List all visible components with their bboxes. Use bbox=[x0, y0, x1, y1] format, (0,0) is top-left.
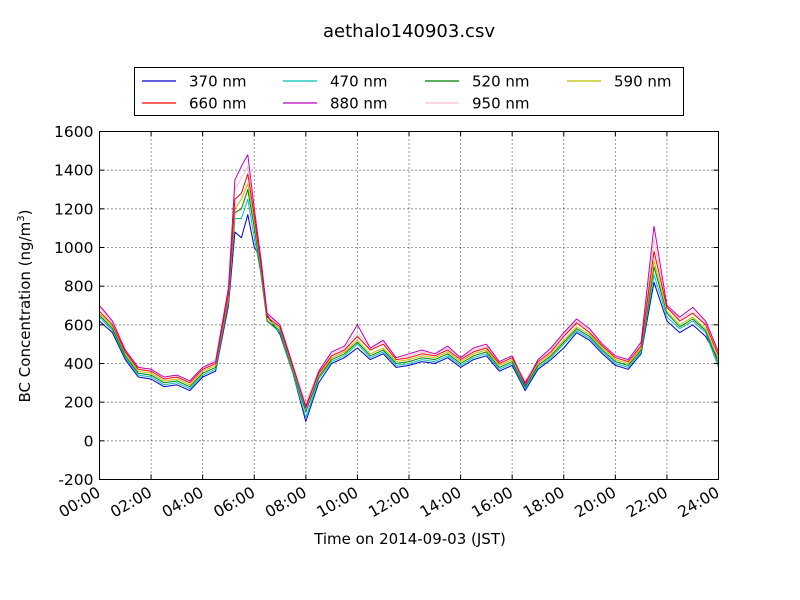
x-tick-label: 06:00 bbox=[211, 483, 259, 521]
chart-title: aethalo140903.csv bbox=[323, 21, 495, 42]
legend-label: 880 nm bbox=[330, 95, 388, 113]
x-tick-label: 14:00 bbox=[417, 483, 465, 521]
y-tick-label: 1600 bbox=[54, 123, 93, 141]
y-axis-label: BC Concentration (ng/m3) bbox=[16, 210, 34, 403]
x-axis-label: Time on 2014-09-03 (JST) bbox=[313, 530, 506, 548]
x-tick-label: 02:00 bbox=[107, 483, 155, 521]
axis-ticks bbox=[99, 131, 719, 480]
y-axis-label-end: ) bbox=[16, 210, 34, 216]
x-tick-label: 24:00 bbox=[675, 483, 723, 521]
series-line-470-nm bbox=[99, 198, 719, 419]
series-line-660-nm bbox=[99, 173, 719, 407]
y-tick-label: 400 bbox=[64, 355, 94, 373]
x-tick-labels: 00:00 02:00 04:00 06:00 08:00 10:00 12:00 14:00… bbox=[56, 483, 723, 521]
y-tick-label: 0 bbox=[84, 432, 94, 450]
x-tick-label: 00:00 bbox=[56, 483, 104, 521]
y-tick-label: 1000 bbox=[54, 239, 93, 257]
y-tick-label: 800 bbox=[64, 278, 94, 296]
legend-frame bbox=[134, 67, 684, 116]
y-axis-label-main: BC Concentration (ng/m bbox=[16, 222, 34, 403]
grid-lines bbox=[99, 131, 719, 480]
x-tick-label: 22:00 bbox=[623, 483, 671, 521]
x-tick-label: 18:00 bbox=[520, 483, 568, 521]
legend: 370 nm 470 nm 520 nm 590 nm 660 nm 880 nm 950 … bbox=[134, 67, 684, 116]
plot-area bbox=[99, 154, 719, 422]
legend-label: 950 nm bbox=[472, 95, 530, 113]
legend-label: 470 nm bbox=[330, 73, 388, 91]
x-tick-label: 16:00 bbox=[468, 483, 516, 521]
x-tick-label: 10:00 bbox=[314, 483, 362, 521]
series-line-590-nm bbox=[99, 183, 719, 409]
y-tick-label: 1400 bbox=[54, 162, 93, 180]
series-line-520-nm bbox=[99, 189, 719, 413]
legend-label: 660 nm bbox=[189, 95, 247, 113]
y-tick-label: 200 bbox=[64, 394, 94, 412]
series-line-880-nm bbox=[99, 154, 719, 409]
x-tick-label: 04:00 bbox=[159, 483, 207, 521]
y-tick-labels: -200 0 200 400 600 800 1000 1200 1400 1600 bbox=[54, 123, 93, 489]
y-tick-label: -200 bbox=[58, 471, 93, 489]
legend-label: 590 nm bbox=[614, 73, 672, 91]
series-line-370-nm bbox=[99, 214, 719, 422]
x-tick-label: 20:00 bbox=[572, 483, 620, 521]
x-tick-label: 12:00 bbox=[365, 483, 413, 521]
y-axis-label-superscript: 3 bbox=[16, 215, 27, 221]
legend-label: 520 nm bbox=[472, 73, 530, 91]
legend-items: 370 nm 470 nm 520 nm 590 nm 660 nm 880 nm 950 … bbox=[142, 73, 672, 113]
y-tick-label: 600 bbox=[64, 316, 94, 334]
legend-label: 370 nm bbox=[189, 73, 247, 91]
x-tick-label: 08:00 bbox=[262, 483, 310, 521]
y-tick-label: 1200 bbox=[54, 200, 93, 218]
